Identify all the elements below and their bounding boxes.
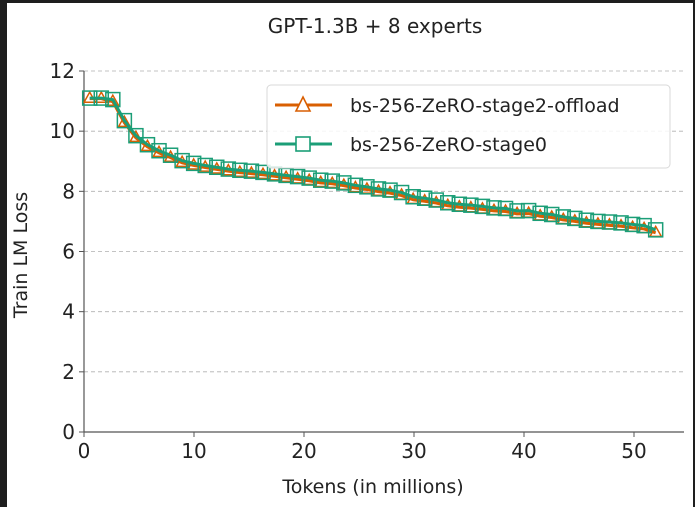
square-icon	[295, 136, 311, 152]
legend-label-offload: bs-256-ZeRO-stage2-offload	[350, 95, 620, 117]
y-tick-label: 6	[62, 240, 75, 264]
data-point	[382, 182, 398, 198]
series-line	[89, 97, 657, 235]
data-point	[324, 173, 341, 189]
data-point	[174, 152, 190, 169]
y-tick-label: 2	[62, 360, 75, 384]
legend: bs-256-ZeRO-stage2-offload bs-256-ZeRO-s…	[266, 84, 671, 169]
data-point	[139, 136, 156, 153]
data-point	[232, 162, 248, 179]
series-line	[89, 96, 657, 232]
x-tick-label: 50	[621, 439, 646, 463]
data-point	[474, 198, 491, 215]
data-point	[151, 142, 167, 159]
data-point	[440, 195, 456, 211]
data-point	[486, 200, 502, 216]
data-point	[243, 163, 260, 179]
data-point	[359, 179, 375, 195]
data-point	[185, 155, 202, 172]
data-point	[81, 90, 98, 106]
data-point	[128, 127, 144, 144]
chart-svg: GPT-1.3B + 8 experts 0 2 4 6 8 10 12 0 10 20 30 40…	[10, 14, 684, 498]
data-point	[636, 217, 652, 234]
data-point	[578, 212, 595, 228]
data-point	[116, 112, 133, 129]
data-point	[255, 164, 271, 181]
data-point	[220, 161, 237, 177]
data-point	[117, 114, 132, 128]
x-tick-label: 20	[291, 439, 316, 463]
triangle-icon	[294, 95, 312, 112]
data-point	[301, 170, 317, 186]
data-point	[347, 177, 364, 194]
data-point	[555, 209, 572, 225]
data-point	[197, 157, 213, 174]
data-point	[567, 210, 583, 227]
data-point	[590, 213, 606, 230]
data-point	[613, 215, 629, 231]
series-group	[81, 90, 664, 238]
data-point	[647, 222, 664, 238]
data-point	[393, 184, 410, 201]
x-axis-label: Tokens (in millions)	[281, 476, 463, 498]
x-tick-label: 0	[78, 439, 91, 463]
legend-entry-offload: bs-256-ZeRO-stage2-offload	[275, 95, 620, 117]
data-point	[336, 175, 352, 191]
data-point	[601, 214, 618, 230]
y-ticks: 0 2 4 6 8 10 12	[50, 59, 84, 444]
legend-entry-stage0: bs-256-ZeRO-stage0	[275, 134, 547, 156]
x-ticks: 0 10 20 30 40 50	[78, 432, 647, 463]
y-tick-label: 4	[62, 300, 75, 324]
series-stage0	[81, 90, 664, 238]
data-point	[509, 203, 525, 219]
data-point	[463, 197, 479, 213]
data-point	[405, 188, 421, 205]
data-point	[105, 91, 121, 108]
chart-title: GPT-1.3B + 8 experts	[268, 14, 483, 38]
y-tick-label: 12	[50, 59, 75, 83]
data-point	[543, 206, 560, 223]
data-point	[520, 202, 537, 219]
data-point	[209, 159, 225, 176]
y-tick-label: 10	[50, 119, 75, 143]
x-tick-label: 10	[181, 439, 206, 463]
data-point	[497, 200, 514, 217]
data-point	[312, 172, 329, 188]
data-point	[416, 190, 433, 207]
data-point	[289, 168, 306, 185]
x-tick-label: 30	[401, 439, 426, 463]
x-tick-label: 40	[511, 439, 536, 463]
data-point	[428, 192, 444, 208]
chart-canvas: GPT-1.3B + 8 experts 0 2 4 6 8 10 12 0 10 20 30 40…	[7, 3, 693, 507]
y-tick-label: 8	[62, 179, 75, 203]
data-point	[451, 196, 468, 213]
data-point	[162, 147, 179, 163]
data-point	[532, 205, 548, 222]
data-point	[624, 216, 641, 233]
data-point	[93, 90, 110, 106]
y-tick-label: 0	[62, 420, 75, 444]
legend-box	[266, 84, 671, 169]
data-point	[370, 181, 387, 197]
legend-label-stage0: bs-256-ZeRO-stage0	[350, 134, 547, 156]
y-axis-label: Train LM Loss	[10, 192, 32, 319]
